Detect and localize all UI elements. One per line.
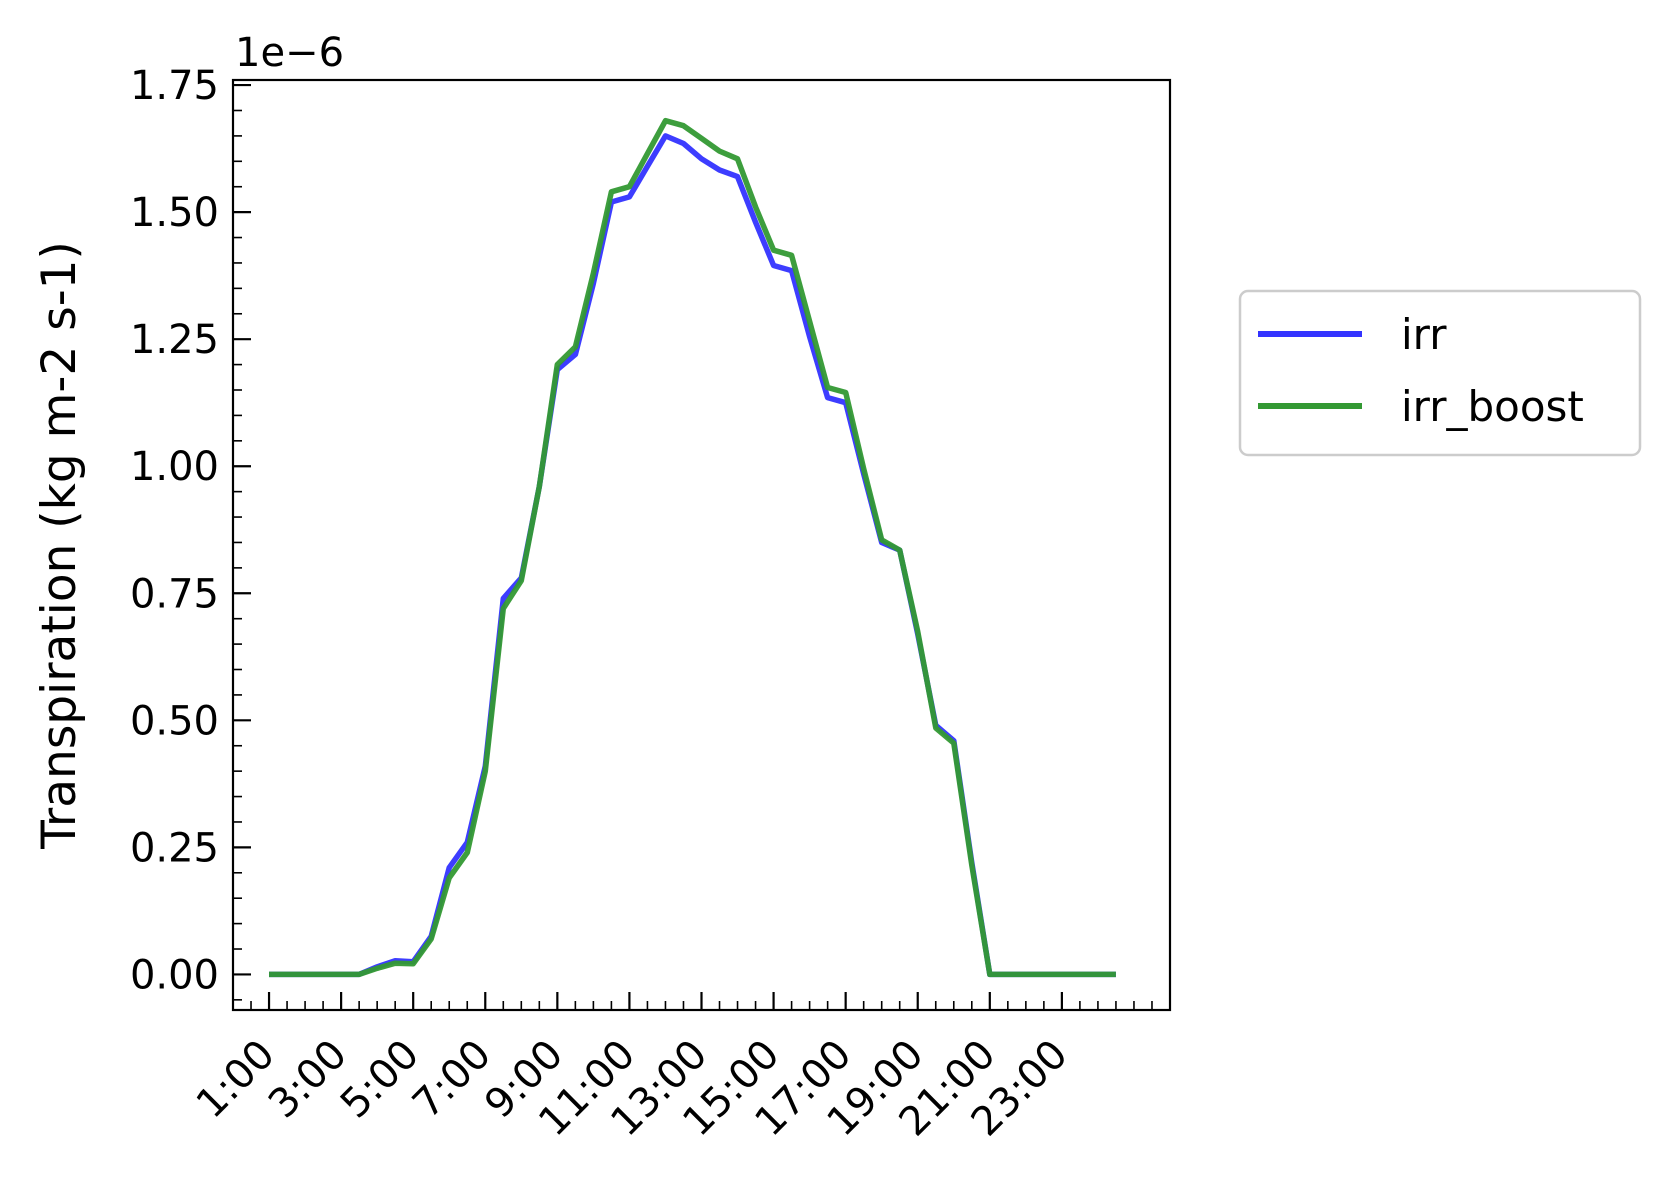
axes-frame xyxy=(231,78,1172,1012)
legend-label-irr: irr xyxy=(1401,310,1447,359)
x-tick-label: 5:00 xyxy=(332,1031,428,1127)
x-tick-label: 3:00 xyxy=(260,1031,356,1127)
y-tick-label: 1.00 xyxy=(130,444,219,490)
y-tick-label: 1.75 xyxy=(130,63,219,109)
ticks-layer: 0.00 0.25 0.50 0.75 1.00 1.25 1.50 1.75 1:003:00… xyxy=(130,63,1171,1145)
series-line-irr xyxy=(269,133,1116,978)
y-tick-label: 1.25 xyxy=(130,317,219,363)
series-line-irr-boost xyxy=(269,117,1116,978)
y-offset-label: 1e−6 xyxy=(235,30,344,76)
y-tick-label: 0.00 xyxy=(130,952,219,998)
legend: irr irr_boost xyxy=(1238,289,1642,457)
y-axis-label: Transpiration (kg m-2 s-1) xyxy=(32,241,87,850)
x-tick-label: 7:00 xyxy=(404,1031,500,1127)
y-tick-label: 0.75 xyxy=(130,571,219,617)
legend-label-irr-boost: irr_boost xyxy=(1401,382,1584,431)
y-tick-label: 0.25 xyxy=(130,825,219,871)
plot-area: 0.00 0.25 0.50 0.75 1.00 1.25 1.50 1.75 1:003:00… xyxy=(130,63,1172,1145)
series-layer xyxy=(269,117,1116,978)
x-tick-label: 1:00 xyxy=(188,1031,284,1127)
y-tick-label: 0.50 xyxy=(130,698,219,744)
y-tick-label: 1.50 xyxy=(130,190,219,236)
legend-entries: irr irr_boost xyxy=(1258,310,1584,431)
